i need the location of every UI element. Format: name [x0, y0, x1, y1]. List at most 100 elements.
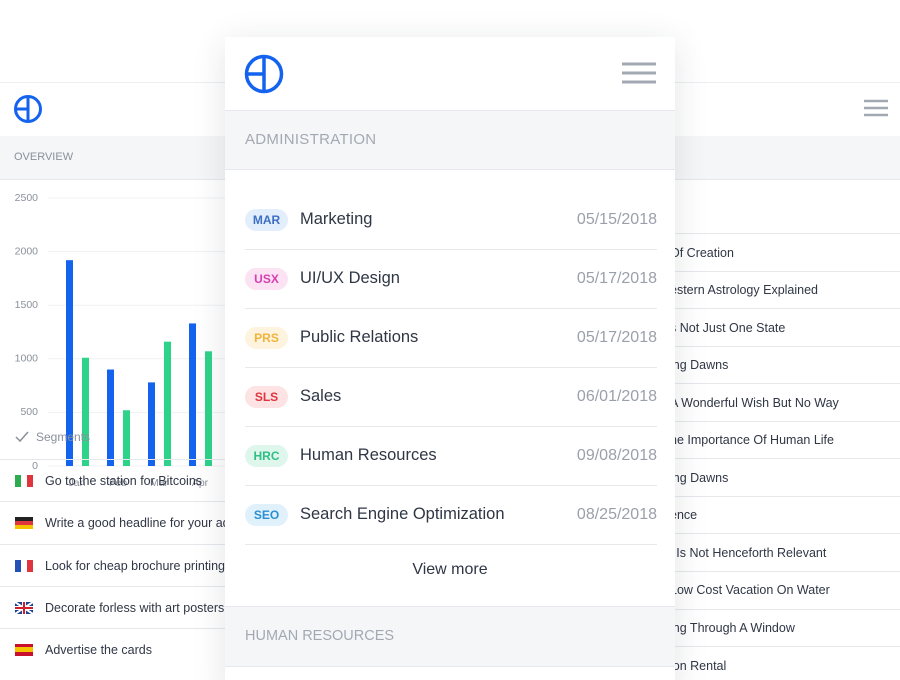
row[interactable]: MAR Marketing 05/15/2018: [245, 190, 657, 250]
y-tick-label: 1000: [15, 353, 39, 365]
chart: 0 500 1000 1500 2000 2500 Jan Feb Mar Apr: [15, 192, 240, 489]
flag-stripe: [15, 647, 33, 653]
item-text: estern Astrology Explained: [670, 283, 819, 298]
flag-icon: [15, 517, 33, 530]
item-text: Look for cheap brochure printing: [45, 558, 225, 573]
list-item[interactable]: l Is Not Henceforth Relevant: [660, 533, 900, 571]
item-text: Decorate forless with art posters: [45, 600, 225, 615]
row[interactable]: SEO Search Engine Optimization 08/25/2018: [245, 485, 657, 545]
item-text: Of Creation: [670, 245, 734, 260]
list-item[interactable]: ing Dawns: [660, 345, 900, 384]
y-tick-label: 500: [20, 406, 38, 418]
list-item[interactable]: Decorate forless with art posters: [0, 585, 240, 629]
item-text: s Not Just One State: [670, 320, 786, 335]
row-name: Human Resources: [300, 446, 437, 464]
section-label: OVERVIEW: [14, 151, 74, 163]
list-item[interactable]: ing Through A Window: [660, 608, 900, 647]
flag-stripe: [27, 559, 33, 572]
flag-stripe: [21, 559, 27, 572]
list-item[interactable]: Of Creation: [660, 233, 900, 271]
segments-label: Segments: [36, 430, 91, 444]
flag-stripe: [15, 644, 33, 648]
row[interactable]: USX UI/UX Design 05/17/2018: [245, 249, 657, 309]
item-text: Write a good headline for your ad: [45, 516, 230, 531]
row-name: UI/UX Design: [300, 269, 400, 287]
bar: [66, 260, 73, 466]
y-tick-label: 2000: [15, 245, 39, 257]
flag-stripe: [15, 517, 33, 522]
row-name: Public Relations: [300, 328, 419, 346]
item-text: Go to the station for Bitcoins: [45, 474, 203, 488]
row-date: 05/15/2018: [576, 210, 657, 228]
section-header: ADMINISTRATION: [225, 111, 675, 170]
row-date: 08/25/2018: [576, 505, 657, 523]
row-date: 09/08/2018: [576, 446, 657, 464]
bar: [107, 369, 114, 466]
y-tick-label: 2500: [15, 192, 39, 204]
left-header: [0, 83, 240, 137]
flag-stripe: [15, 475, 21, 487]
view-more[interactable]: View more: [412, 561, 488, 578]
x-tick-label: Jan: [69, 477, 86, 489]
bar: [205, 351, 212, 466]
flag-stripe: [21, 475, 27, 487]
right-panel: Of Creation estern Astrology Explained s N…: [660, 82, 900, 680]
item-text: Low Cost Vacation On Water: [670, 583, 830, 598]
right-bar: [660, 136, 900, 180]
menu-icon[interactable]: [621, 61, 657, 85]
flag-icon: [15, 601, 33, 614]
flag-icon: [15, 559, 33, 572]
list-item[interactable]: Look for cheap brochure printing: [0, 543, 240, 587]
list-item[interactable]: ing Dawns: [660, 458, 900, 496]
logo: [14, 95, 42, 123]
row[interactable]: SLS Sales 06/01/2018: [245, 367, 657, 427]
flag-icon: [15, 475, 33, 487]
section-title: ADMINISTRATION: [245, 131, 377, 148]
list-item[interactable]: Advertise the cards: [0, 628, 240, 671]
flag-stripe: [15, 525, 33, 530]
left-panel: OVERVIEW 0 500 1000 1500 2000 2500 Jan Feb Mar Ap…: [0, 82, 240, 680]
bar: [189, 323, 196, 466]
flag-icon: [15, 644, 33, 656]
menu-icon[interactable]: [863, 99, 889, 119]
list-item[interactable]: he Importance Of Human Life: [660, 420, 900, 459]
section-title: HUMAN RESOURCES: [245, 628, 395, 644]
y-tick-label: 1500: [15, 299, 39, 311]
flag-stripe: [15, 559, 21, 572]
item-text: ing Dawns: [670, 358, 729, 373]
flag-cross: [15, 601, 33, 614]
row-name: Marketing: [300, 210, 373, 228]
row-name: Search Engine Optimization: [300, 505, 505, 523]
list-item[interactable]: Go to the station for Bitcoins: [0, 459, 240, 502]
logo: [244, 54, 284, 94]
flag-stripe: [27, 475, 33, 487]
item-text: ing Dawns: [670, 470, 729, 485]
bar: [164, 341, 171, 466]
row[interactable]: PRS Public Relations 05/17/2018: [245, 308, 657, 368]
card: ADMINISTRATION View more HUMAN RESOURCES…: [225, 37, 675, 680]
list-item[interactable]: Write a good headline for your ad: [0, 501, 240, 544]
list-item[interactable]: estern Astrology Explained: [660, 270, 900, 309]
segments: Segments: [15, 430, 90, 444]
list-item[interactable]: ence: [660, 495, 900, 534]
row[interactable]: HRC Human Resources 09/08/2018: [245, 426, 657, 486]
item-text: ion Rental: [670, 658, 727, 673]
section-header: HUMAN RESOURCES: [225, 606, 675, 667]
bar: [123, 410, 130, 466]
item-text: A Wonderful Wish But No Way: [670, 395, 839, 410]
overview-bar: OVERVIEW: [0, 136, 240, 180]
item-text: he Importance Of Human Life: [670, 433, 834, 448]
check-icon: [15, 431, 29, 443]
row-date: 05/17/2018: [576, 269, 657, 287]
list-item[interactable]: Low Cost Vacation On Water: [660, 570, 900, 609]
item-text: ence: [670, 508, 698, 523]
card-header: [225, 37, 675, 111]
list-item[interactable]: A Wonderful Wish But No Way: [660, 383, 900, 421]
badge: SLS: [245, 385, 288, 408]
list-item[interactable]: s Not Just One State: [660, 308, 900, 346]
row-date: 05/17/2018: [576, 328, 657, 346]
list-item[interactable]: ion Rental: [660, 646, 900, 680]
item-text: l Is Not Henceforth Relevant: [670, 545, 827, 560]
x-tick-label: Mar: [150, 477, 169, 489]
